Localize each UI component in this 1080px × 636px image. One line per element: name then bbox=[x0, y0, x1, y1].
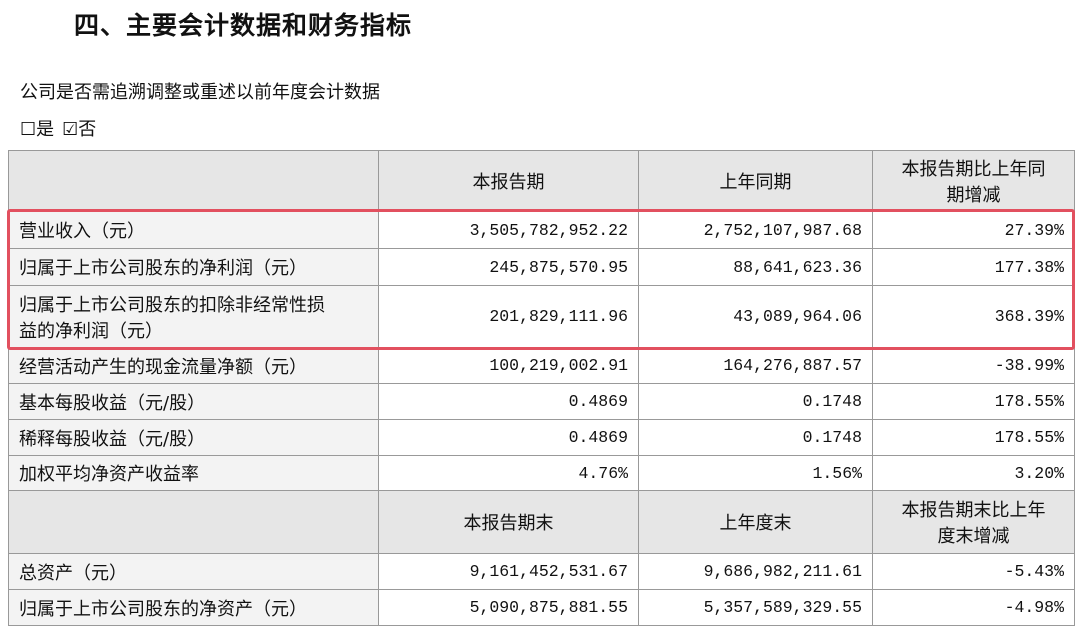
data-row: 稀释每股收益（元/股） 0.4869 0.1748 178.55% bbox=[8, 419, 1075, 456]
header-text: 本报告期 bbox=[472, 172, 545, 193]
data-row: 总资产（元） 9,161,452,531.67 9,686,982,211.61 -5… bbox=[8, 553, 1075, 590]
header-cell: 本报告期 bbox=[378, 150, 639, 212]
value-cell: 0.4869 bbox=[378, 419, 639, 456]
value-cell: 164,276,887.57 bbox=[638, 347, 873, 384]
value-cell: 88,641,623.36 bbox=[638, 248, 873, 286]
options: ☐是 ☑否 bbox=[20, 115, 104, 141]
data-row: 基本每股收益（元/股） 0.4869 0.1748 178.55% bbox=[8, 383, 1075, 420]
label-cell: 稀释每股收益（元/股） bbox=[8, 419, 379, 456]
header-cell: 本报告期末 bbox=[378, 490, 639, 554]
data-row: 经营活动产生的现金流量净额（元） 100,219,002.91 164,276,88… bbox=[8, 347, 1075, 384]
value-cell: 0.4869 bbox=[378, 383, 639, 420]
value-cell: 201,829,111.96 bbox=[378, 285, 639, 348]
data-row: 归属于上市公司股东的扣除非经常性损益的净利润（元） 201,829,111.96 4… bbox=[8, 285, 1075, 348]
value-cell: 43,089,964.06 bbox=[638, 285, 873, 348]
data-row: 归属于上市公司股东的净资产（元） 5,090,875,881.55 5,357,58… bbox=[8, 589, 1075, 626]
label-cell: 经营活动产生的现金流量净额（元） bbox=[8, 347, 379, 384]
title: 四、主要会计数据和财务指标 bbox=[74, 11, 413, 40]
label-cell: 营业收入（元） bbox=[8, 211, 379, 249]
header-text: 上年度末 bbox=[719, 513, 792, 534]
label-cell: 归属于上市公司股东的净利润（元） bbox=[8, 248, 379, 286]
value-cell: 1.56% bbox=[638, 455, 873, 491]
label-cell: 归属于上市公司股东的净资产（元） bbox=[8, 589, 379, 626]
value-cell: 3.20% bbox=[872, 455, 1075, 491]
header-text: 本报告期末比上年度末增减 bbox=[901, 500, 1046, 547]
value-cell: 4.76% bbox=[378, 455, 639, 491]
option: ☑否 bbox=[62, 119, 97, 140]
data-row: 营业收入（元） 3,505,782,952.22 2,752,107,987.68 2… bbox=[8, 211, 1075, 249]
header-text: 本报告期末 bbox=[463, 513, 554, 534]
value-cell: 2,752,107,987.68 bbox=[638, 211, 873, 249]
header-cell: 本报告期比上年同期增减 bbox=[872, 150, 1075, 212]
data-row: 加权平均净资产收益率 4.76% 1.56% 3.20% bbox=[8, 455, 1075, 491]
option: ☐是 bbox=[20, 119, 55, 140]
value-cell: 178.55% bbox=[872, 383, 1075, 420]
header-cell bbox=[8, 150, 379, 212]
header-row: 本报告期末 上年度末 本报告期末比上年度末增减 bbox=[8, 490, 1075, 554]
header-text: 本报告期比上年同期增减 bbox=[901, 159, 1046, 206]
value-cell: -38.99% bbox=[872, 347, 1075, 384]
value-cell: 9,161,452,531.67 bbox=[378, 553, 639, 590]
value-cell: 5,090,875,881.55 bbox=[378, 589, 639, 626]
value-cell: 100,219,002.91 bbox=[378, 347, 639, 384]
value-cell: -5.43% bbox=[872, 553, 1075, 590]
header-row: 本报告期 上年同期 本报告期比上年同期增减 bbox=[8, 150, 1075, 212]
header-cell: 上年同期 bbox=[638, 150, 873, 212]
header-cell: 本报告期末比上年度末增减 bbox=[872, 490, 1075, 554]
label-cell: 总资产（元） bbox=[8, 553, 379, 590]
data-row: 归属于上市公司股东的净利润（元） 245,875,570.95 88,641,623… bbox=[8, 248, 1075, 286]
label-cell: 归属于上市公司股东的扣除非经常性损益的净利润（元） bbox=[8, 285, 379, 348]
label-cell: 基本每股收益（元/股） bbox=[8, 383, 379, 420]
value-cell: 178.55% bbox=[872, 419, 1075, 456]
header-cell bbox=[8, 490, 379, 554]
label-cell: 加权平均净资产收益率 bbox=[8, 455, 379, 491]
value-cell: 0.1748 bbox=[638, 419, 873, 456]
header-cell: 上年度末 bbox=[638, 490, 873, 554]
value-cell: 5,357,589,329.55 bbox=[638, 589, 873, 626]
data-table: 本报告期 上年同期 本报告期比上年同期增减营业收入（元） 3,505,782,952.… bbox=[8, 150, 1075, 626]
value-cell: 9,686,982,211.61 bbox=[638, 553, 873, 590]
value-cell: -4.98% bbox=[872, 589, 1075, 626]
value-cell: 368.39% bbox=[872, 285, 1075, 348]
header-text: 上年同期 bbox=[719, 172, 792, 193]
question: 公司是否需追溯调整或重述以前年度会计数据 bbox=[20, 82, 380, 103]
value-cell: 27.39% bbox=[872, 211, 1075, 249]
highlight-box bbox=[7, 209, 1075, 350]
value-cell: 177.38% bbox=[872, 248, 1075, 286]
value-cell: 0.1748 bbox=[638, 383, 873, 420]
value-cell: 245,875,570.95 bbox=[378, 248, 639, 286]
